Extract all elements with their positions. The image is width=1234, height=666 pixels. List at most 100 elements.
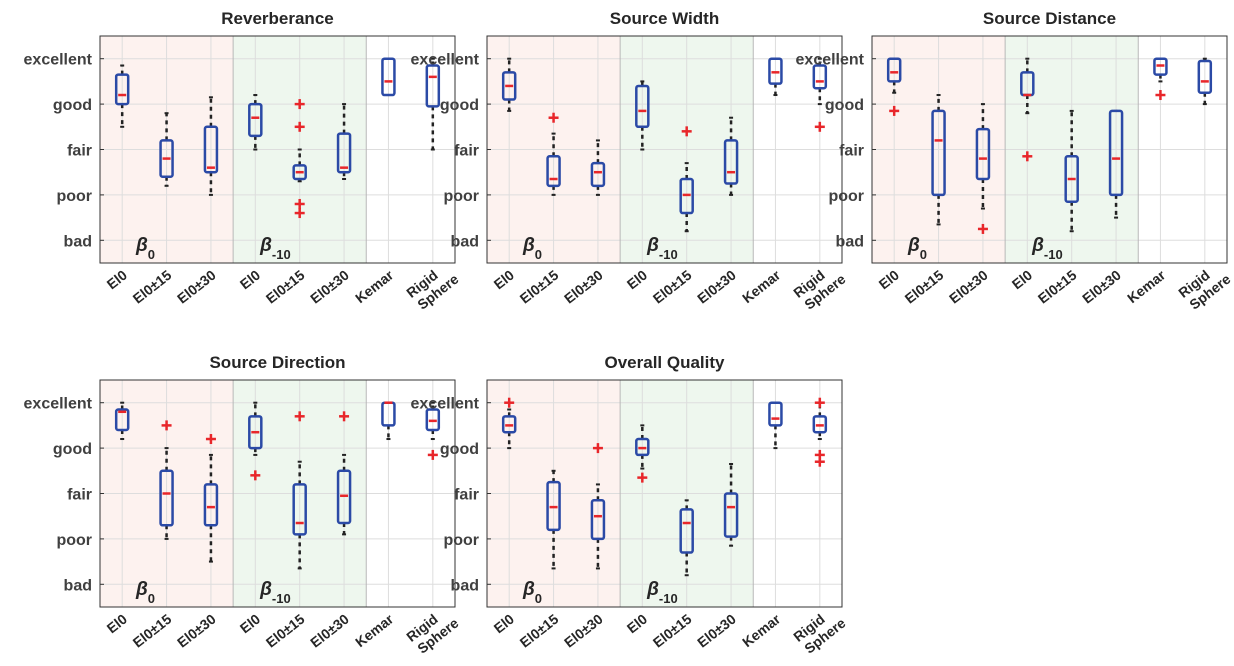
outlier-marker <box>294 208 305 219</box>
box-5 <box>1064 109 1079 233</box>
x-tick-label: El0 <box>491 611 518 637</box>
x-tick-label: El0±15 <box>650 611 695 651</box>
group-label: β0 <box>135 579 155 606</box>
box-2 <box>931 94 946 226</box>
iqr-box <box>159 469 174 527</box>
iqr-box <box>114 408 130 432</box>
box-2 <box>159 420 174 540</box>
iqr-box <box>1153 57 1168 76</box>
x-tick-label: El0±30 <box>946 267 991 307</box>
iqr-box <box>931 109 946 197</box>
box-8 <box>812 57 828 132</box>
box-7 <box>381 401 396 441</box>
x-tick-label: RigidSphere <box>790 602 848 658</box>
chart-title: Source Direction <box>209 353 345 372</box>
x-tick-label: El0 <box>237 267 264 293</box>
iqr-box <box>425 64 441 108</box>
chart-title: Reverberance <box>221 9 333 28</box>
x-tick-label: Kemar <box>739 610 784 650</box>
x-tick-label: El0±15 <box>130 267 175 307</box>
y-tick-label: excellent <box>24 396 93 413</box>
iqr-box <box>723 139 739 185</box>
y-tick-label: bad <box>451 233 479 250</box>
x-tick-label: El0 <box>624 611 651 637</box>
iqr-box <box>114 73 130 106</box>
iqr-box <box>886 57 902 83</box>
x-tick-label: El0±30 <box>561 611 606 651</box>
box-2 <box>159 112 174 187</box>
y-tick-label: bad <box>836 233 864 250</box>
iqr-box <box>590 161 606 188</box>
y-tick-label: poor <box>828 188 864 205</box>
outlier-marker <box>977 223 988 234</box>
box-6 <box>336 103 352 181</box>
x-tick-label: El0±30 <box>1079 267 1124 307</box>
outlier-marker <box>548 112 559 123</box>
iqr-box <box>336 469 352 525</box>
group-label: β-10 <box>646 235 678 262</box>
y-tick-label: good <box>53 441 92 458</box>
box-7 <box>768 401 783 450</box>
chart-title: Source Distance <box>983 9 1116 28</box>
box-8 <box>425 401 441 460</box>
y-tick-label: bad <box>451 577 479 594</box>
box-6 <box>1108 109 1124 219</box>
y-tick-label: poor <box>56 532 92 549</box>
x-tick-label: El0±15 <box>517 267 562 307</box>
outlier-marker <box>681 126 692 137</box>
box-5 <box>292 99 307 219</box>
box-3 <box>590 443 606 570</box>
iqr-box <box>723 492 739 538</box>
iqr-box <box>501 415 517 434</box>
box-8 <box>425 57 441 151</box>
iqr-box <box>336 132 352 174</box>
iqr-box <box>248 415 263 450</box>
y-tick-label: fair <box>839 143 864 160</box>
iqr-box <box>425 408 441 432</box>
box-3 <box>590 139 606 196</box>
x-tick-label: El0±15 <box>1035 267 1080 307</box>
x-tick-label: El0±15 <box>130 611 175 651</box>
x-tick-label: Kemar <box>1124 266 1169 306</box>
iqr-box <box>635 437 650 457</box>
iqr-box <box>248 102 263 138</box>
x-tick-label: RigidSphere <box>403 602 461 658</box>
x-tick-label: El0±15 <box>902 267 947 307</box>
outlier-marker <box>339 411 350 422</box>
outlier-marker <box>814 456 825 467</box>
iqr-box <box>812 64 828 90</box>
x-tick-label: El0±30 <box>561 267 606 307</box>
y-tick-label: fair <box>67 487 92 504</box>
x-tick-label: El0 <box>104 611 131 637</box>
y-tick-label: fair <box>454 487 479 504</box>
iqr-box <box>1108 109 1124 197</box>
outlier-marker <box>814 397 825 408</box>
x-tick-label: El0±30 <box>694 267 739 307</box>
outlier-marker <box>1022 151 1033 162</box>
box-3 <box>203 434 219 563</box>
box-7 <box>1153 57 1168 101</box>
x-tick-label: El0±30 <box>694 611 739 651</box>
y-tick-label: excellent <box>796 52 865 69</box>
y-tick-label: good <box>440 97 479 114</box>
box-1 <box>114 64 130 128</box>
group-label: β-10 <box>646 579 678 606</box>
x-tick-label: El0 <box>876 267 903 293</box>
outlier-marker <box>294 198 305 209</box>
iqr-box <box>203 125 219 174</box>
iqr-box <box>635 84 650 129</box>
y-tick-label: excellent <box>411 52 480 69</box>
iqr-box <box>590 499 606 541</box>
iqr-box <box>768 57 783 85</box>
y-tick-label: fair <box>454 143 479 160</box>
x-tick-label: El0±30 <box>174 267 219 307</box>
iqr-box <box>501 71 517 101</box>
iqr-box <box>679 508 694 554</box>
box-4 <box>635 80 650 151</box>
iqr-box <box>975 127 991 181</box>
box-1 <box>501 397 517 450</box>
x-tick-label: El0±30 <box>174 611 219 651</box>
x-tick-label: El0±30 <box>307 267 352 307</box>
x-tick-label: El0±30 <box>307 611 352 651</box>
group-label: β-10 <box>1031 235 1063 262</box>
